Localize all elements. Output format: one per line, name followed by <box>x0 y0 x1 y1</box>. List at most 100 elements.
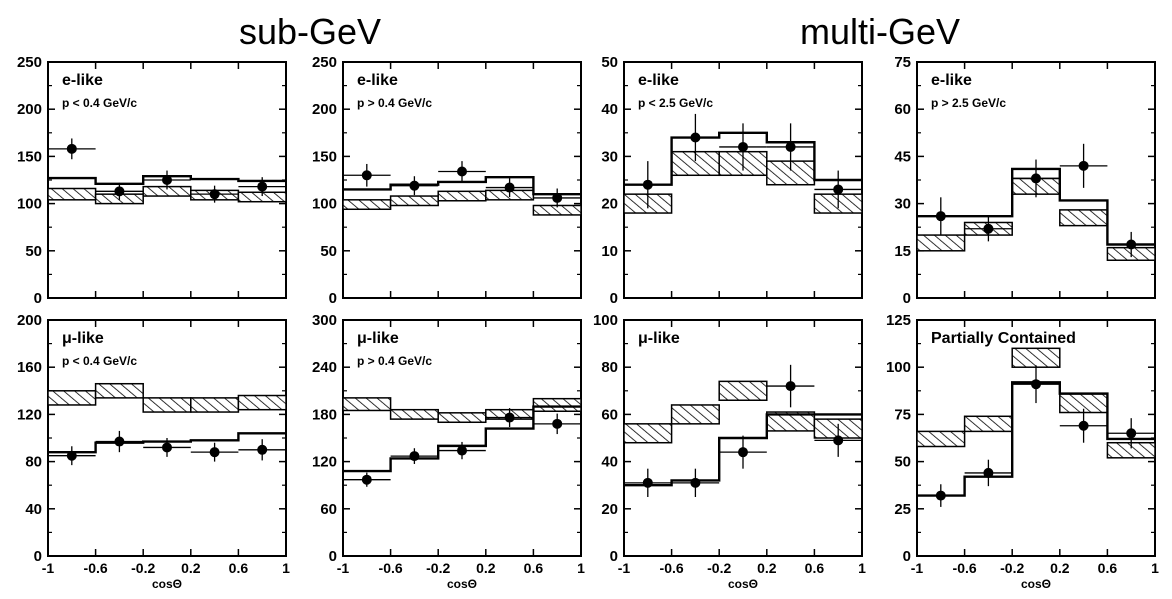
prediction-band <box>623 423 673 444</box>
y-tick-label: 100 <box>312 196 337 213</box>
panel-label: μ-like <box>638 330 680 347</box>
y-tick-label: 40 <box>601 454 618 471</box>
prediction-band <box>437 190 487 202</box>
data-point <box>833 184 844 195</box>
data-point <box>361 474 372 485</box>
data-point <box>738 447 748 458</box>
x-tick-label: 0.2 <box>181 560 201 576</box>
y-tick-label: 150 <box>17 148 42 165</box>
x-tick-label: -0.6 <box>660 560 684 576</box>
data-point <box>1126 239 1137 250</box>
data-point <box>642 477 653 488</box>
oscillated-fit-line <box>624 413 862 487</box>
y-tick-label: 0 <box>610 290 618 307</box>
data-point <box>162 442 172 453</box>
prediction-band <box>94 382 144 399</box>
data-point <box>409 180 420 191</box>
data-point <box>361 170 372 181</box>
y-tick-label: 60 <box>894 101 911 118</box>
y-tick-label: 20 <box>601 501 618 518</box>
panel-label: μ-like <box>62 330 104 347</box>
data-point <box>642 179 653 190</box>
data-point <box>457 445 467 456</box>
data-point <box>983 467 994 478</box>
data-point <box>1031 379 1041 390</box>
y-tick-label: 0 <box>903 290 911 307</box>
data-point <box>114 186 125 197</box>
x-tick-label: -0.2 <box>131 560 155 576</box>
panel-8: 0 25 50 75 100 125 -1 -0.6 -0.2 0.2 0.6 1 cosΘ Partia… <box>886 312 1159 591</box>
y-tick-label: 0 <box>34 290 42 307</box>
data-point <box>1031 173 1041 184</box>
data-point <box>552 418 563 429</box>
data-point <box>690 477 701 488</box>
x-tick-label: 0.6 <box>1098 560 1118 576</box>
panel-sublabel: p < 0.4 GeV/c <box>62 96 137 110</box>
x-axis-title: cosΘ <box>1021 577 1051 591</box>
x-tick-label: -1 <box>618 560 631 576</box>
data-point <box>1078 160 1089 171</box>
x-axis-title: cosΘ <box>152 577 182 591</box>
panel-label: e-like <box>62 72 103 89</box>
panel-sublabel: p < 0.4 GeV/c <box>62 354 137 368</box>
data-point <box>504 412 515 423</box>
panel-label: e-like <box>638 72 679 89</box>
x-tick-label: -1 <box>42 560 55 576</box>
prediction-band <box>190 397 240 413</box>
prediction-band <box>916 234 966 252</box>
y-tick-label: 30 <box>601 148 618 165</box>
y-tick-label: 25 <box>894 501 911 518</box>
x-tick-label: 0.2 <box>757 560 777 576</box>
prediction-band <box>1011 347 1061 368</box>
data-point <box>935 490 946 501</box>
x-tick-label: -0.6 <box>953 560 977 576</box>
y-tick-label: 40 <box>601 101 618 118</box>
x-tick-label: -1 <box>337 560 350 576</box>
y-tick-label: 50 <box>320 243 337 260</box>
data-point <box>690 132 701 143</box>
panel-4: 0 15 30 45 60 75 e-like p > 2.5 GeV/c <box>894 54 1156 307</box>
y-tick-label: 50 <box>894 454 911 471</box>
panel-7: 0 20 40 60 80 100 -1 -0.6 -0.2 0.2 0.6 1 cosΘ μ-like <box>593 312 866 591</box>
prediction-band <box>532 397 582 413</box>
data-point <box>209 189 220 200</box>
y-tick-label: 120 <box>17 406 42 423</box>
x-axis-title: cosΘ <box>728 577 758 591</box>
y-tick-label: 100 <box>593 312 618 329</box>
y-tick-label: 200 <box>312 101 337 118</box>
y-tick-label: 45 <box>894 148 911 165</box>
group-title-sub-gev: sub-GeV <box>239 11 381 52</box>
x-tick-label: 0.6 <box>805 560 825 576</box>
y-tick-label: 240 <box>312 359 337 376</box>
panel-3: 0 10 20 30 40 50 e-like p < 2.5 GeV/c <box>601 54 863 307</box>
y-tick-label: 10 <box>601 243 618 260</box>
data-point <box>738 141 748 152</box>
x-tick-label: 1 <box>282 560 290 576</box>
x-tick-label: 0.2 <box>1050 560 1070 576</box>
y-tick-label: 125 <box>886 312 911 329</box>
y-tick-label: 0 <box>329 548 337 565</box>
y-tick-label: 60 <box>601 406 618 423</box>
data-point <box>983 223 994 234</box>
y-tick-label: 30 <box>894 196 911 213</box>
y-tick-label: 300 <box>312 312 337 329</box>
data-point <box>785 381 796 392</box>
prediction-band <box>963 415 1013 433</box>
y-tick-label: 150 <box>312 148 337 165</box>
x-tick-label: -0.2 <box>1000 560 1024 576</box>
y-tick-label: 160 <box>17 359 42 376</box>
data-point <box>833 435 844 446</box>
data-point <box>1126 428 1137 439</box>
x-tick-label: 1 <box>1151 560 1159 576</box>
prediction-band <box>437 412 487 424</box>
data-point <box>504 182 515 193</box>
prediction-band <box>1059 209 1109 227</box>
y-tick-label: 120 <box>312 454 337 471</box>
data-point <box>114 436 125 447</box>
group-title-multi-gev: multi-GeV <box>800 11 960 52</box>
data-point <box>935 211 946 222</box>
panel-2: 0 50 100 150 200 250 e-like p > 0.4 GeV/c <box>312 54 582 307</box>
prediction-band <box>389 408 439 420</box>
